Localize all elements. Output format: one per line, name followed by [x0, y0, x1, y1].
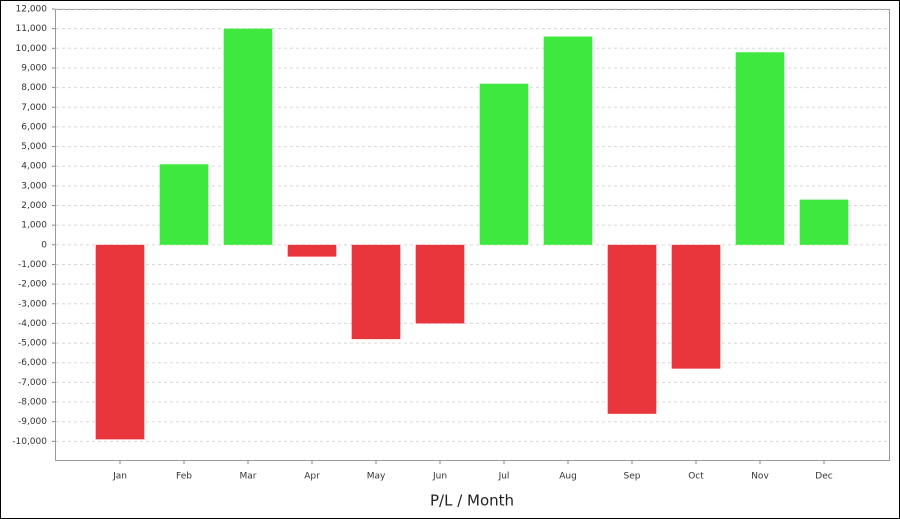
bar [543, 36, 593, 245]
x-tick-label: Mar [240, 472, 257, 482]
x-tick-label: Aug [559, 472, 577, 482]
x-tick-label: Oct [688, 472, 704, 482]
y-tick-label: -1,000 [18, 260, 47, 270]
y-tick-label: 0 [41, 240, 47, 250]
y-tick-label: 7,000 [21, 103, 47, 113]
bar [607, 244, 657, 414]
y-tick-label: 5,000 [21, 142, 47, 152]
x-tick-label: Jan [112, 472, 127, 482]
y-tick-label: -5,000 [18, 339, 47, 349]
bar [479, 83, 529, 245]
x-tick-label: Apr [304, 472, 320, 482]
bar [351, 244, 401, 340]
y-tick-label: -10,000 [12, 437, 47, 447]
x-tick-label: Feb [176, 472, 192, 482]
y-tick-label: -3,000 [18, 299, 47, 309]
y-tick-label: -8,000 [18, 398, 47, 408]
y-tick-label: 2,000 [21, 201, 47, 211]
y-tick-label: 12,000 [16, 5, 48, 15]
bar [159, 164, 209, 245]
y-tick-label: -7,000 [18, 378, 47, 388]
y-tick-label: -4,000 [18, 319, 47, 329]
y-tick-label: 1,000 [21, 221, 47, 231]
x-axis-label: P/L / Month [430, 492, 514, 510]
bar [799, 199, 849, 245]
bar [415, 244, 465, 324]
x-tick-label: Jun [432, 472, 447, 482]
y-tick-label: 6,000 [21, 122, 47, 132]
x-tick-label: Sep [624, 472, 641, 482]
y-tick-label: 3,000 [21, 181, 47, 191]
y-tick-label: 11,000 [16, 24, 48, 34]
x-tick-label: Jul [498, 472, 510, 482]
bar [223, 28, 273, 245]
y-tick-label: 9,000 [21, 63, 47, 73]
y-tick-label: -2,000 [18, 280, 47, 290]
bar [671, 244, 721, 369]
x-tick-label: Dec [815, 472, 832, 482]
y-tick-label: 4,000 [21, 162, 47, 172]
bar [95, 244, 145, 440]
y-tick-label: 10,000 [16, 44, 48, 54]
y-tick-label: 8,000 [21, 83, 47, 93]
bar [287, 244, 337, 257]
bar [735, 52, 785, 245]
x-tick-label: Nov [751, 472, 769, 482]
x-tick-label: May [367, 472, 386, 482]
y-tick-label: -9,000 [18, 417, 47, 427]
y-tick-label: -6,000 [18, 358, 47, 368]
